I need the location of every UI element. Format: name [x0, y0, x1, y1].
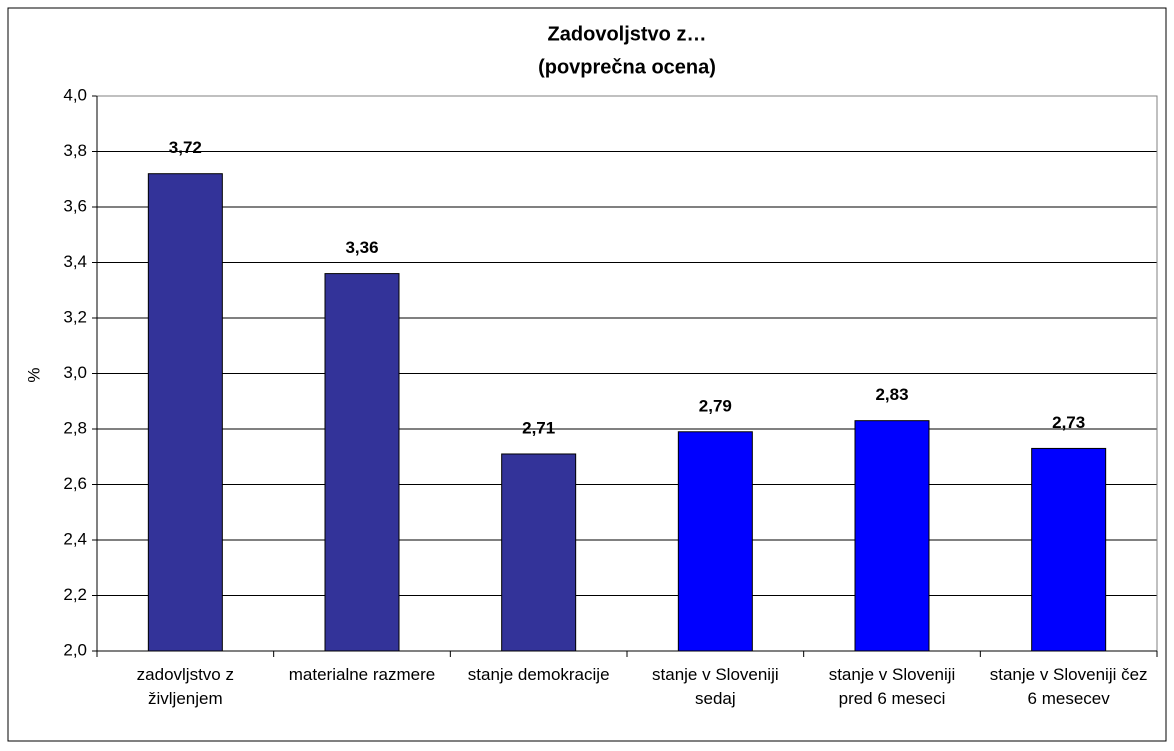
value-label: 2,73: [1052, 413, 1085, 432]
chart-title: Zadovoljstvo z…: [548, 23, 707, 45]
y-tick-label: 2,0: [63, 640, 87, 659]
y-tick-label: 3,6: [63, 196, 87, 215]
bar: [324, 273, 400, 652]
x-tick-label: zadovljstvo z življenjem: [136, 665, 234, 708]
x-tick-label: materialne razmere: [288, 665, 436, 684]
value-label: 3,36: [345, 238, 378, 257]
value-label: 2,83: [875, 385, 908, 404]
chart-subtitle: (povprečna ocena): [538, 56, 716, 78]
x-tick-label: stanje v Sloveniji čez 6 mesecev: [989, 665, 1148, 708]
bar: [854, 420, 930, 652]
y-tick-label: 2,4: [63, 529, 87, 548]
bar: [501, 453, 577, 652]
y-axis-label: %: [24, 367, 43, 382]
bar: [677, 431, 753, 652]
x-tick-label: stanje v Sloveniji pred 6 meseci: [828, 665, 956, 708]
bar: [147, 173, 223, 652]
y-tick-label: 2,6: [63, 474, 87, 493]
y-tick-label: 3,2: [63, 307, 87, 326]
y-tick-label: 4,0: [63, 85, 87, 104]
y-tick-label: 3,4: [63, 252, 87, 271]
y-tick-label: 3,8: [63, 141, 87, 160]
value-label: 2,71: [522, 418, 555, 437]
y-tick-label: 2,8: [63, 418, 87, 437]
value-label: 2,79: [699, 396, 732, 415]
x-tick-label: stanje demokracije: [467, 665, 610, 684]
bar: [1031, 447, 1107, 652]
x-tick-label: stanje v Sloveniji sedaj: [652, 665, 779, 708]
y-tick-label: 3,0: [63, 363, 87, 382]
value-label: 3,72: [169, 138, 202, 157]
y-tick-label: 2,2: [63, 585, 87, 604]
